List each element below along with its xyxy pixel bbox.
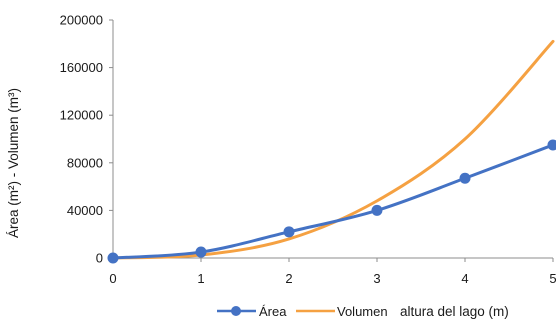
data-point-area xyxy=(195,246,207,258)
data-point-area xyxy=(459,172,471,184)
series-layer xyxy=(107,39,556,264)
y-tick-label: 200000 xyxy=(60,13,103,28)
x-tick-label: 5 xyxy=(549,271,556,286)
x-axis-title: altura del lago (m) xyxy=(400,304,509,319)
y-tick-label: 0 xyxy=(96,251,103,266)
data-point-area xyxy=(547,139,556,151)
legend-label-area: Área xyxy=(259,304,287,319)
data-point-area xyxy=(371,204,383,216)
data-point-area xyxy=(107,252,119,264)
series-line-area xyxy=(111,143,555,260)
legend: Área Volumen xyxy=(217,304,388,319)
y-tick-label: 40000 xyxy=(67,203,103,218)
legend-label-volumen: Volumen xyxy=(337,304,388,319)
x-tick-label: 4 xyxy=(461,271,468,286)
x-tick-label: 0 xyxy=(109,271,116,286)
y-tick-label: 120000 xyxy=(60,108,103,123)
legend-marker-area xyxy=(231,306,241,316)
y-tick-label: 80000 xyxy=(67,155,103,170)
x-tick-labels: 0 1 2 3 4 5 xyxy=(109,258,556,286)
y-tick-labels: 0 40000 80000 120000 160000 200000 xyxy=(60,13,113,266)
y-axis-title: Área (m²) - Volumen (m³) xyxy=(6,88,21,238)
y-tick-label: 160000 xyxy=(60,60,103,75)
x-tick-label: 1 xyxy=(197,271,204,286)
x-tick-label: 3 xyxy=(373,271,380,286)
axes xyxy=(112,20,553,259)
series-line-volumen xyxy=(111,39,555,260)
data-point-area xyxy=(283,226,295,238)
x-tick-label: 2 xyxy=(285,271,292,286)
